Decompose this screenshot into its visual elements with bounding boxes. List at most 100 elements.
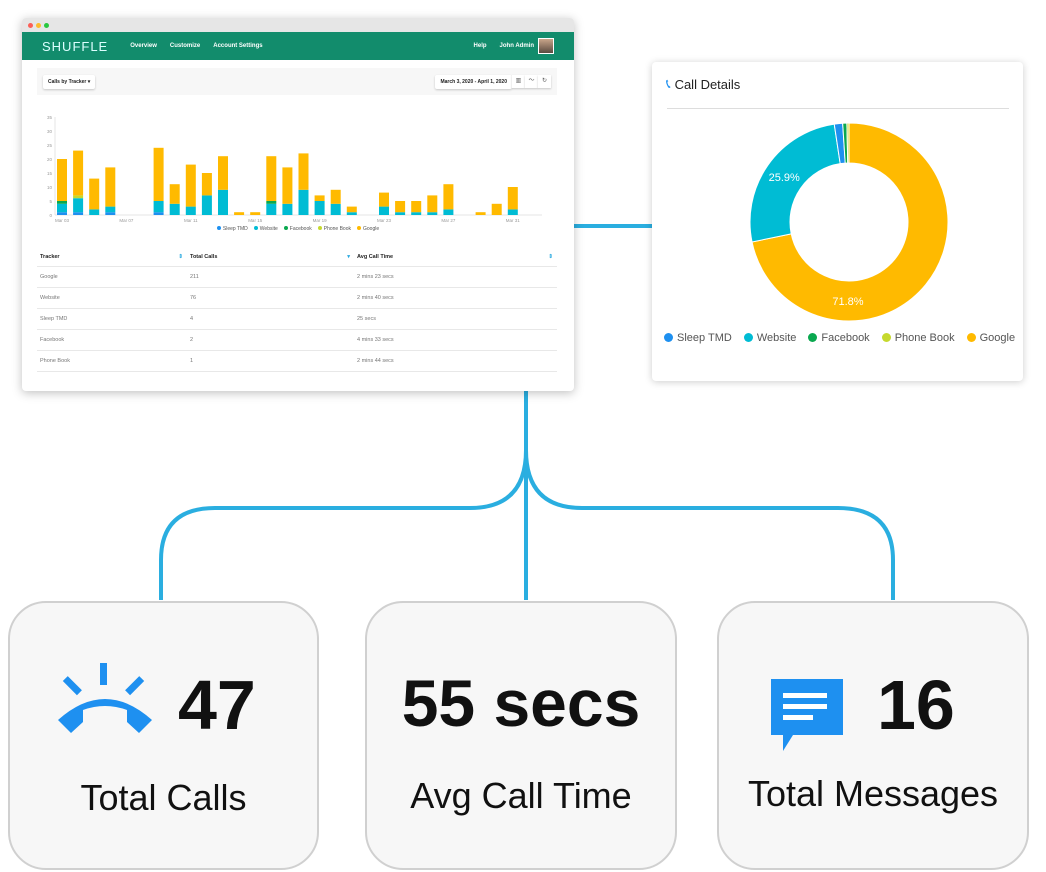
sort-icon: ⇕: [178, 253, 183, 260]
bar-segment: [266, 201, 277, 204]
bar-segment: [105, 206, 116, 213]
bar-segment: [411, 201, 422, 213]
table-cell: 2: [187, 329, 354, 351]
legend-item[interactable]: Facebook: [808, 332, 870, 344]
y-tick-label: 35: [47, 115, 53, 120]
call-details-card: 📞︎ Call Details 71.8% 25.9% Sleep TMD Websi…: [652, 62, 1023, 381]
phone-icon: 📞︎: [666, 76, 671, 91]
y-tick-label: 20: [47, 157, 53, 162]
legend-item[interactable]: Website: [253, 226, 278, 232]
legend-item[interactable]: Phone Book: [881, 332, 955, 344]
nav-overview[interactable]: Overview: [130, 43, 157, 49]
bar-segment: [57, 159, 67, 201]
table-cell: 76: [187, 287, 354, 309]
bar-segment: [443, 184, 454, 210]
donut-slice: [749, 123, 841, 243]
donut-slice: [751, 122, 949, 322]
bar-segment: [169, 203, 180, 215]
bar-segment: [57, 212, 67, 215]
legend-item[interactable]: Sleep TMD: [664, 332, 732, 344]
call-details-donut: 71.8% 25.9%: [749, 122, 949, 322]
table-cell: 2 mins 44 secs: [354, 350, 557, 372]
bar-segment: [169, 184, 180, 204]
nav-account-settings[interactable]: Account Settings: [213, 43, 263, 49]
donut-legend: Sleep TMD Website Facebook Phone Book Google: [664, 332, 1015, 344]
x-tick-label: Mar 03: [55, 218, 70, 223]
bar-segment: [411, 212, 422, 215]
donut-data-label: 25.9%: [769, 172, 800, 184]
bar-segment: [346, 212, 357, 215]
legend-item[interactable]: Sleep TMD: [216, 226, 248, 232]
legend-item[interactable]: Website: [743, 332, 796, 344]
report-select[interactable]: Calls by Tracker ▾: [43, 74, 96, 89]
table-cell: 4 mins 33 secs: [354, 329, 557, 351]
y-tick-label: 5: [49, 199, 52, 204]
sort-desc-icon: ▾: [347, 253, 350, 260]
bar-segment: [105, 212, 116, 215]
bar-segment: [475, 212, 486, 215]
table-row[interactable]: Facebook 2 4 mins 33 secs: [37, 329, 557, 351]
close-window-button[interactable]: [28, 22, 33, 28]
stat-card-total-calls: 47 Total Calls: [8, 601, 319, 870]
table-cell: Website: [37, 287, 187, 309]
total-calls-label: Total Calls: [80, 777, 247, 818]
y-tick-label: 10: [47, 185, 53, 190]
legend-item[interactable]: Google: [357, 226, 379, 232]
bar-segment: [234, 212, 245, 215]
refresh-icon[interactable]: ↻: [538, 75, 551, 88]
total-messages-label: Total Messages: [747, 773, 999, 814]
bar-segment: [185, 206, 196, 215]
bar-segment: [266, 203, 277, 215]
line-chart-icon[interactable]: 〜: [525, 75, 538, 88]
bar-segment: [427, 212, 438, 215]
bar-segment: [298, 153, 309, 190]
logo: SHUFFLE: [42, 38, 109, 54]
table-cell: Facebook: [37, 329, 187, 351]
table-row[interactable]: Sleep TMD 4 25 secs: [37, 308, 557, 330]
bar-chart-icon[interactable]: ▥: [512, 75, 525, 88]
header-tracker[interactable]: Tracker ⇕: [37, 248, 187, 267]
x-tick-label: Mar 27: [441, 218, 456, 223]
bar-segment: [266, 156, 277, 201]
y-tick-label: 0: [49, 213, 52, 218]
bar-segment: [379, 192, 389, 207]
bar-segment: [314, 195, 325, 201]
table-cell: 25 secs: [354, 308, 557, 330]
table-cell: 2 mins 40 secs: [354, 287, 557, 309]
bar-segment: [89, 178, 100, 210]
x-tick-label: Mar 23: [377, 218, 392, 223]
legend-item[interactable]: Facebook: [283, 226, 312, 232]
maximize-window-button[interactable]: [44, 22, 49, 28]
table-cell: 2 mins 23 secs: [354, 266, 557, 288]
phone-ringing-icon: [58, 663, 152, 733]
legend-item[interactable]: Google: [966, 332, 1015, 344]
header-avg-call-time[interactable]: Avg Call Time ⇕: [354, 248, 557, 267]
minimize-window-button[interactable]: [36, 22, 41, 28]
bar-segment: [379, 206, 389, 215]
user-name[interactable]: John Admin: [499, 43, 534, 49]
stat-card-avg-call-time: 55 secs Avg Call Time: [365, 601, 677, 870]
bar-segment: [330, 189, 341, 204]
table-row[interactable]: Website 76 2 mins 40 secs: [37, 287, 557, 309]
header-total-calls[interactable]: Total Calls ▾: [187, 248, 354, 267]
bar-segment: [73, 195, 84, 199]
table-cell: 1: [187, 350, 354, 372]
table-cell: Sleep TMD: [37, 308, 187, 330]
tracker-table: Tracker ⇕ Total Calls ▾ Avg Call Time ⇕ Goo…: [37, 248, 557, 372]
x-tick-label: Mar 31: [506, 218, 521, 223]
table-cell: 4: [187, 308, 354, 330]
table-row[interactable]: Google 211 2 mins 23 secs: [37, 266, 557, 288]
total-calls-value: 47: [178, 666, 256, 744]
nav-help[interactable]: Help: [473, 43, 487, 49]
date-range-picker[interactable]: March 3, 2020 - April 1, 2020: [435, 74, 512, 89]
nav-customize[interactable]: Customize: [169, 43, 201, 49]
table-row[interactable]: Phone Book 1 2 mins 44 secs: [37, 350, 557, 372]
bar-segment: [201, 173, 212, 196]
bar-segment: [89, 209, 100, 215]
bar-segment: [282, 167, 293, 204]
legend-item[interactable]: Phone Book: [317, 226, 351, 232]
bar-chart-legend: Sleep TMD Website Facebook Phone Book Google: [22, 226, 574, 232]
donut-slice: [846, 122, 850, 164]
avatar[interactable]: [538, 38, 554, 54]
